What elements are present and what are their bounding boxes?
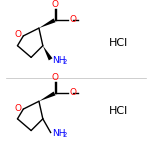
Polygon shape <box>43 46 52 60</box>
Text: NH: NH <box>53 56 66 65</box>
Text: O: O <box>69 15 76 24</box>
Polygon shape <box>39 18 55 28</box>
Text: O: O <box>69 88 76 97</box>
Text: 2: 2 <box>62 59 67 65</box>
Text: O: O <box>52 73 59 82</box>
Text: O: O <box>15 30 22 40</box>
Text: O: O <box>52 0 59 9</box>
Polygon shape <box>39 92 55 101</box>
Text: HCl: HCl <box>109 38 129 48</box>
Text: NH: NH <box>53 129 66 138</box>
Text: HCl: HCl <box>109 106 129 116</box>
Text: 2: 2 <box>62 132 67 138</box>
Text: O: O <box>15 104 22 113</box>
